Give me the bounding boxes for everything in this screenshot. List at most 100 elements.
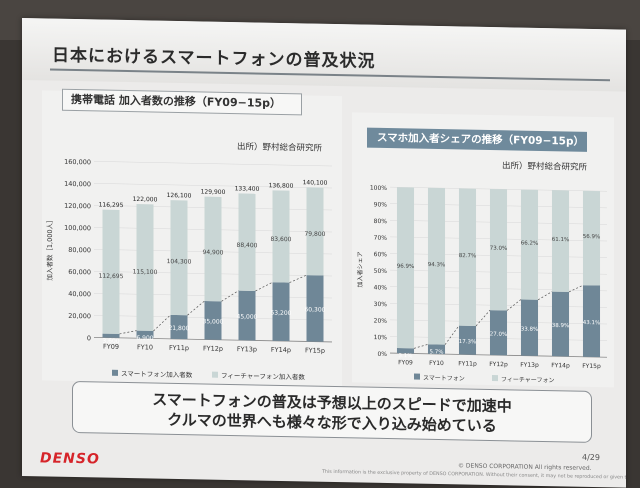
data-label-smartphone: 17.3% [459, 339, 476, 345]
subscriber-count-chart: 0 20,000 40,000 60,000 80,000 100,000 120,000 1… [45, 158, 332, 382]
y-tick-label: 60,000 [68, 268, 91, 276]
y-tick-label: 0% [377, 351, 387, 358]
bar-featurephone [551, 190, 570, 292]
data-label-featurephone: 112,695 [99, 273, 124, 280]
bar-featurephone [272, 190, 290, 283]
trend-connector [255, 281, 273, 292]
data-label-total: 136,800 [269, 182, 294, 189]
copyright-notice: © DENSO CORPORATION All rights reserved. [458, 462, 592, 472]
bar-smartphone [458, 325, 477, 355]
legend-label-smartphone: スマートフォン [423, 375, 465, 383]
legend-label-featurephone: フィーチャーフォン [501, 376, 554, 384]
y-tick-label: 40% [374, 284, 388, 291]
y-axis-label: 加入者シェア [356, 251, 364, 287]
x-tick-label: FY12p [203, 344, 223, 352]
bar-smartphone [102, 333, 120, 338]
bar-featurephone [204, 196, 222, 302]
key-message-box: スマートフォンの普及は予想以上のスピードで加速中 クルマの世界へも様々な形で入り… [72, 380, 592, 443]
y-tick-label: 20,000 [68, 312, 91, 320]
y-tick-label: 20% [374, 318, 388, 325]
x-tick-label: FY14p [271, 346, 291, 354]
data-label-smartphone: 45,000 [237, 313, 258, 320]
bar-featurephone [238, 193, 256, 291]
bar-featurephone [520, 189, 539, 300]
x-tick-label: FY13p [237, 345, 257, 353]
data-label-featurephone: 66.2% [521, 241, 538, 247]
data-label-smartphone: 6,900 [136, 335, 153, 342]
y-tick-label: 50% [374, 268, 388, 275]
y-tick-label: 100% [370, 185, 387, 192]
bar-smartphone [204, 301, 222, 340]
data-label-smartphone: 38.9% [552, 323, 569, 329]
bar-smartphone [520, 299, 539, 356]
data-label-total: 140,100 [303, 179, 328, 186]
x-tick-label: FY11p [169, 344, 189, 352]
data-label-smartphone: 35,000 [203, 318, 224, 325]
bar-featurephone [396, 187, 415, 349]
data-label-total: 116,295 [99, 202, 124, 209]
data-label-smartphone: 33.8% [521, 327, 538, 333]
data-label-total: 126,100 [167, 192, 192, 199]
y-tick-label: 40,000 [68, 290, 91, 298]
y-tick-label: 10% [374, 334, 388, 341]
data-label-smartphone: 27.0% [490, 332, 507, 338]
gridline [94, 161, 332, 167]
y-tick-label: 30% [374, 301, 388, 308]
data-label-featurephone: 115,100 [133, 269, 158, 276]
data-label-total: 129,900 [201, 189, 226, 196]
trend-connector [413, 343, 429, 349]
x-tick-label: FY13p [520, 362, 539, 369]
legend-label-featurephone: フィーチャーフォン加入者数 [221, 371, 305, 382]
bar-featurephone [489, 188, 508, 311]
trend-connector [444, 325, 460, 345]
data-label-smartphone: 21,800 [169, 325, 190, 332]
trend-connector [506, 299, 522, 311]
bar-smartphone [551, 291, 570, 357]
trend-connector [187, 300, 205, 316]
data-label-smartphone: 43.1% [583, 320, 600, 326]
x-tick-label: FY10 [429, 360, 444, 367]
data-label-total: 133,400 [235, 185, 260, 192]
gridline [94, 183, 332, 189]
legend-label-smartphone: スマートフォン加入者数 [121, 369, 193, 379]
trend-connector [537, 291, 553, 301]
right-chart-title: スマホ加入者シェアの推移（FY09−15p） [367, 127, 587, 152]
y-tick-label: 90% [374, 201, 388, 208]
y-tick-label: 160,000 [64, 158, 91, 167]
title-area: 日本におけるスマートフォンの普及状況 [22, 18, 626, 92]
data-label-smartphone: 3.1% [399, 353, 413, 359]
trend-connector [119, 330, 137, 335]
y-tick-label: 120,000 [64, 202, 91, 211]
smartphone-share-chart: 0% 10% 20% 30% 40% 50% 60% 70% 80% 90% 100% 加入者シェア F… [356, 185, 607, 384]
bar-smartphone [272, 282, 290, 342]
bar-smartphone [396, 348, 415, 354]
data-label-smartphone: 3,600 [102, 338, 119, 345]
data-label-featurephone: 94.3% [428, 262, 445, 268]
x-tick-label: FY09 [398, 359, 413, 366]
bar-featurephone [458, 188, 477, 326]
bar-featurephone [102, 209, 120, 334]
x-tick-label: FY15p [582, 363, 601, 370]
trend-connector [475, 309, 491, 327]
bar-smartphone [582, 285, 601, 358]
y-tick-label: 60% [374, 251, 388, 258]
y-tick-label: 80% [374, 218, 388, 225]
legend-swatch-smartphone [414, 373, 420, 380]
bar-featurephone [136, 203, 154, 331]
legend-swatch-featurephone [492, 375, 498, 382]
bar-smartphone [306, 275, 324, 342]
bar-featurephone [306, 187, 324, 276]
legend-swatch-smartphone [112, 369, 118, 376]
y-tick-label: 140,000 [64, 180, 91, 189]
data-label-featurephone: 73.0% [490, 246, 507, 252]
data-label-featurephone: 82.7% [459, 253, 476, 259]
data-label-total: 122,000 [133, 196, 158, 203]
y-tick-label: 70% [374, 235, 388, 242]
x-tick-label: FY09 [103, 343, 119, 351]
trend-connector [568, 284, 584, 293]
slide-title: 日本におけるスマートフォンの普及状況 [52, 45, 376, 72]
presentation-slide: 日本におけるスマートフォンの普及状況 携帯電話 加入者数の推移（FY09−15p… [22, 18, 626, 488]
left-chart-title: 携帯電話 加入者数の推移（FY09−15p） [62, 88, 302, 116]
data-label-featurephone: 88,400 [237, 242, 258, 249]
legend-swatch-featurephone [212, 371, 218, 378]
